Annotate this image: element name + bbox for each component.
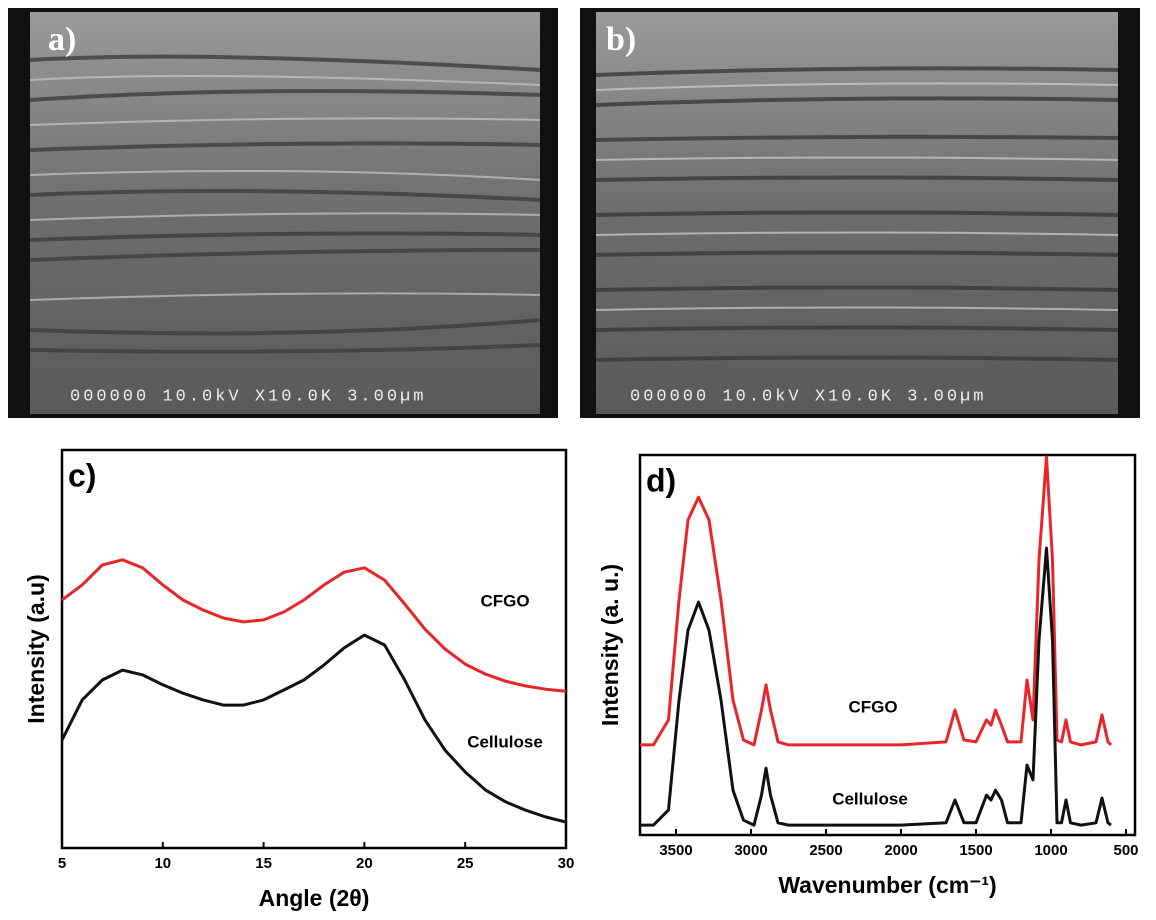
panel-label: b) bbox=[606, 21, 636, 58]
x-tick-label: 15 bbox=[255, 855, 272, 872]
plot-frame bbox=[638, 453, 1137, 837]
series-label: Cellulose bbox=[467, 732, 543, 751]
x-tick-label: 3000 bbox=[734, 842, 767, 859]
panel-label: d) bbox=[646, 462, 676, 498]
series-line bbox=[640, 455, 1113, 747]
x-tick-label: 10 bbox=[154, 855, 171, 872]
series-label: CFGO bbox=[848, 697, 897, 716]
x-tick-label: 30 bbox=[558, 855, 575, 872]
series-line bbox=[640, 546, 1112, 827]
x-tick-label: 25 bbox=[457, 855, 474, 872]
x-axis-label: Wavenumber (cm⁻¹) bbox=[778, 872, 996, 898]
x-tick-label: 2500 bbox=[809, 842, 842, 859]
plot-frame bbox=[60, 448, 568, 850]
sem-caption: 000000 10.0kV X10.0K 3.00µm bbox=[70, 387, 426, 406]
x-tick-label: 20 bbox=[356, 855, 373, 872]
sem-image-b: b) 000000 10.0kV X10.0K 3.00µm bbox=[580, 8, 1140, 418]
series-line bbox=[61, 558, 567, 693]
y-axis-label: Intensity (a.u) bbox=[23, 574, 49, 724]
sem-image-a: a) 000000 10.0kV X10.0K 3.00µm bbox=[8, 8, 558, 418]
x-tick-label: 3500 bbox=[659, 842, 692, 859]
sem-caption: 000000 10.0kV X10.0K 3.00µm bbox=[630, 387, 986, 406]
x-axis-label: Angle (2θ) bbox=[259, 885, 370, 911]
series-label: Cellulose bbox=[832, 789, 908, 808]
y-axis-label: Intensity (a. u.) bbox=[597, 564, 623, 726]
x-tick-label: 1500 bbox=[959, 842, 992, 859]
series-line bbox=[60, 633, 567, 824]
series-label: CFGO bbox=[480, 591, 529, 610]
panel-label: a) bbox=[48, 21, 76, 58]
x-tick-label: 5 bbox=[58, 855, 66, 872]
x-tick-label: 2000 bbox=[884, 842, 917, 859]
panel-label: c) bbox=[68, 457, 96, 493]
x-tick-label: 500 bbox=[1113, 842, 1138, 859]
x-tick-label: 1000 bbox=[1034, 842, 1067, 859]
